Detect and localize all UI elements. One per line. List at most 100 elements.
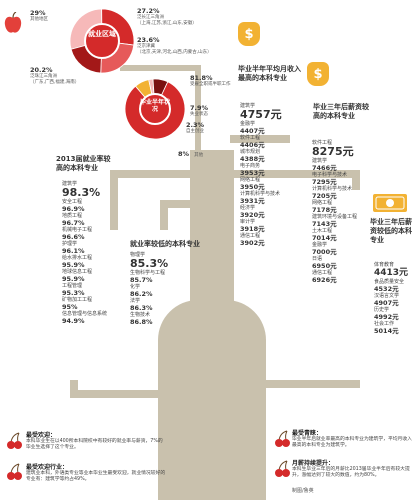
- note-2: 最受青睐： 毕业半年后就业率最高的本科专业为建筑学，平均月收入最高的本科专业为建…: [292, 428, 412, 449]
- pie1-label-0: 29% 其他地区: [30, 9, 48, 23]
- rank-name: 城市规划: [240, 149, 261, 155]
- rank-name: 信息管理与信息系统: [62, 311, 108, 317]
- note-3: 月薪持续提升： 本科生毕业三年后的月薪比2013届毕业半年后有较大提升，涨幅达到…: [292, 458, 412, 479]
- pie2-name: 其他: [194, 153, 204, 158]
- cherry-icon: [7, 463, 22, 480]
- rank-name: 建筑学: [62, 181, 78, 187]
- income-3yr-high-list: 软件工程 8275元 建筑学 7466元 电子科学与技术 7295元 计算机科学…: [312, 140, 378, 284]
- pie2-name: 受雇全职或半职工作: [190, 82, 231, 87]
- rank-value: 96.9%: [62, 205, 85, 213]
- rank-value: 7000元: [312, 248, 337, 256]
- pie1-desc: （北京,天津,河北,山西,内蒙古,山东）: [137, 49, 212, 55]
- rank-value: 7014元: [312, 234, 337, 242]
- tree-trunk-upper: [190, 150, 234, 320]
- pie-region-center-label: 就业区域: [88, 30, 116, 38]
- rank-value: 4757元: [240, 108, 282, 121]
- rank-name: 金融学: [312, 242, 328, 248]
- rank-name: 体育教育: [374, 262, 395, 268]
- pie-status-center-label: 毕业半年状况: [140, 99, 171, 113]
- rank-value: 6950元: [312, 262, 337, 270]
- employment-low-title: 就业率较低的本科专业: [130, 240, 200, 248]
- note-body: 毕业半年后就业率最高的本科专业为建筑学，平均月收入最高的本科专业为建筑学。: [292, 437, 412, 448]
- rank-value: 95.3%: [62, 289, 85, 297]
- rank-name: 经济学: [240, 205, 256, 211]
- rank-value: 3918元: [240, 225, 265, 233]
- banknote-icon: [373, 194, 407, 212]
- rank-name: 给水排水工程: [62, 255, 93, 261]
- rank-value: 3902元: [240, 239, 265, 247]
- pie2-pct: 7.9%: [190, 104, 209, 112]
- rank-value: 96.6%: [62, 233, 85, 241]
- rank-name: 通信工程: [240, 233, 261, 239]
- rank-name: 安全工程: [62, 199, 83, 205]
- rank-value: 86.2%: [130, 290, 153, 298]
- income-3yr-low-list: 体育教育 4413元 食品质量安全 4532元 汉语言文学 4907元 历史学 …: [374, 262, 416, 335]
- rank-value: 96.7%: [62, 219, 85, 227]
- income-3yr-high-title: 毕业三年后薪资较高的本科专业: [313, 103, 369, 120]
- rank-name: 生物技术: [130, 312, 151, 318]
- note-body: 建筑业本科，外语类专业等业本毕业生最受欢迎，就业情况较好的专业有：建筑学等约占4…: [26, 471, 166, 482]
- branch-right: [230, 135, 290, 143]
- rank-value: 7143元: [312, 220, 337, 228]
- rank-name: 建筑学: [312, 158, 328, 164]
- pie1-name: 泛京津冀: [137, 44, 155, 49]
- branch-right-low: [250, 380, 360, 388]
- rank-name: 地球信息工程: [62, 269, 93, 275]
- cherry-icon: [275, 430, 290, 447]
- rank-value: 4413元: [374, 268, 409, 278]
- branch-mid: [160, 200, 200, 208]
- rank-value: 7205元: [312, 192, 337, 200]
- note-0: 最受欢迎： 本科毕业生在以400所本科院校中有较好的就业率与薪资，7%的毕业生选…: [26, 430, 166, 451]
- rank-name: 社会工作: [374, 321, 395, 327]
- pie2-name: 自主创业: [186, 129, 204, 134]
- pie1-label-3: 20.2% 泛珠江三角洲 （广东,广西,福建,海南）: [30, 66, 80, 85]
- rank-value: 95.9%: [62, 261, 85, 269]
- cherry-icon: [7, 432, 22, 449]
- branch-top: [120, 65, 200, 71]
- rank-value: 4388元: [240, 155, 265, 163]
- rank-value: 4532元: [374, 285, 399, 293]
- branch-left-low: [70, 390, 180, 398]
- apple-icon: [4, 12, 22, 33]
- note-body: 本科毕业生在以400所本科院校中有较好的就业率与薪资，7%的毕业生选择了这个专业…: [26, 439, 163, 450]
- pie2-label-1: 7.9% 失业状态: [190, 104, 230, 118]
- rank-name: 计算机科学与技术: [312, 186, 353, 192]
- pie2-label-0: 81.8% 受雇全职或半职工作: [190, 74, 234, 88]
- pie1-name: 泛珠江三角洲: [30, 74, 57, 79]
- branch-right-far-down: [352, 170, 360, 190]
- pie2-pct: 2.3%: [186, 121, 205, 129]
- rank-value: 94.9%: [62, 317, 85, 325]
- dollar-bag-icon: $: [238, 22, 260, 46]
- rank-name: 生物科学与工程: [130, 270, 166, 276]
- pie2-label-3: 8% 其他: [178, 141, 203, 160]
- pie1-label-1: 27.2% 泛长江三角洲 （上海,江苏,浙江,山东,安徽）: [137, 7, 217, 26]
- rank-value: 4907元: [374, 299, 399, 307]
- rank-name: 审计学: [240, 219, 256, 225]
- rank-name: 网络工程: [240, 177, 261, 183]
- rank-name: 化学: [130, 284, 141, 290]
- note-title: 最受欢迎：: [26, 432, 57, 439]
- pie1-pct: 23.6%: [137, 36, 160, 44]
- pie1-desc: （广东,广西,福建,海南）: [30, 79, 80, 85]
- rank-name: 电子商务: [240, 163, 261, 169]
- pie1-label-2: 23.6% 泛京津冀 （北京,天津,河北,山西,内蒙古,山东）: [137, 36, 227, 55]
- rank-value: 95%: [62, 303, 78, 311]
- rank-name: 日语: [312, 256, 323, 262]
- pie-center: [139, 93, 171, 125]
- pie-chart-region: [69, 8, 135, 74]
- note-body: 本科生毕业三年后的月薪比2013届毕业半年后有较大提升，涨幅达到了较大的数值，约…: [292, 467, 410, 478]
- employment-high-list: 建筑学 98.3% 安全工程 96.9% 地质工程 96.7% 机械电子工程 9…: [62, 181, 142, 325]
- rank-name: 食品质量安全: [374, 279, 405, 285]
- rank-value: 85.7%: [130, 276, 153, 284]
- rank-name: 汉语言文学: [374, 293, 400, 299]
- rank-value: 86.3%: [130, 304, 153, 312]
- pie1-name: 泛长江三角洲: [137, 15, 164, 20]
- rank-value: 7295元: [312, 178, 337, 186]
- cherry-icon: [275, 460, 290, 477]
- rank-value: 7178元: [312, 206, 337, 214]
- branch-top-v: [195, 65, 201, 165]
- pie2-pct: 81.8%: [190, 74, 213, 82]
- branch-left-low-up: [70, 380, 78, 398]
- pie1-name: 其他地区: [30, 17, 48, 22]
- rank-value: 8275元: [312, 145, 354, 158]
